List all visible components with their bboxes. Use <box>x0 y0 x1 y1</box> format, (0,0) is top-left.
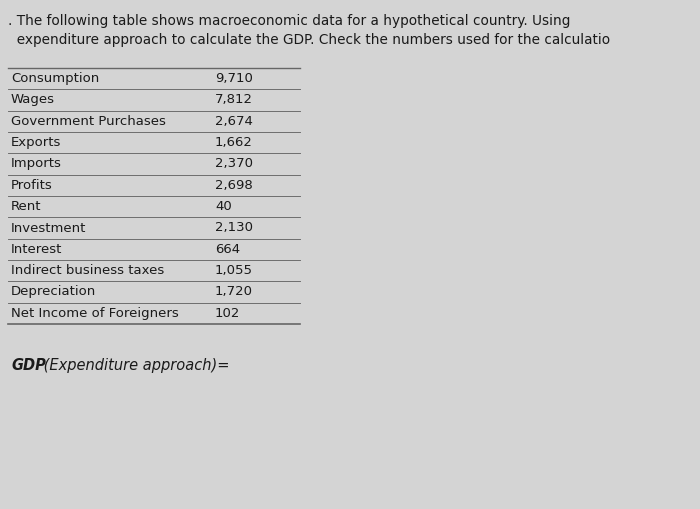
Text: 2,370: 2,370 <box>215 157 253 171</box>
Text: Rent: Rent <box>11 200 41 213</box>
Text: Wages: Wages <box>11 94 55 106</box>
Text: 2,130: 2,130 <box>215 221 253 235</box>
Text: Exports: Exports <box>11 136 62 149</box>
Text: 1,055: 1,055 <box>215 264 253 277</box>
Text: 664: 664 <box>215 243 240 256</box>
Text: 9,710: 9,710 <box>215 72 253 85</box>
Text: 40: 40 <box>215 200 232 213</box>
Text: 2,698: 2,698 <box>215 179 253 192</box>
Text: (Expenditure approach)=: (Expenditure approach)= <box>39 358 230 373</box>
Text: Interest: Interest <box>11 243 62 256</box>
Text: 1,662: 1,662 <box>215 136 253 149</box>
Text: Indirect business taxes: Indirect business taxes <box>11 264 164 277</box>
Text: 1,720: 1,720 <box>215 286 253 298</box>
Text: Imports: Imports <box>11 157 62 171</box>
Text: Depreciation: Depreciation <box>11 286 97 298</box>
Text: Investment: Investment <box>11 221 86 235</box>
Text: 2,674: 2,674 <box>215 115 253 128</box>
Text: Net Income of Foreigners: Net Income of Foreigners <box>11 307 178 320</box>
Text: . The following table shows macroeconomic data for a hypothetical country. Using: . The following table shows macroeconomi… <box>8 14 610 47</box>
Text: Profits: Profits <box>11 179 52 192</box>
Text: Government Purchases: Government Purchases <box>11 115 166 128</box>
Text: 102: 102 <box>215 307 240 320</box>
Text: Consumption: Consumption <box>11 72 99 85</box>
Text: GDP: GDP <box>11 358 46 373</box>
Text: 7,812: 7,812 <box>215 94 253 106</box>
